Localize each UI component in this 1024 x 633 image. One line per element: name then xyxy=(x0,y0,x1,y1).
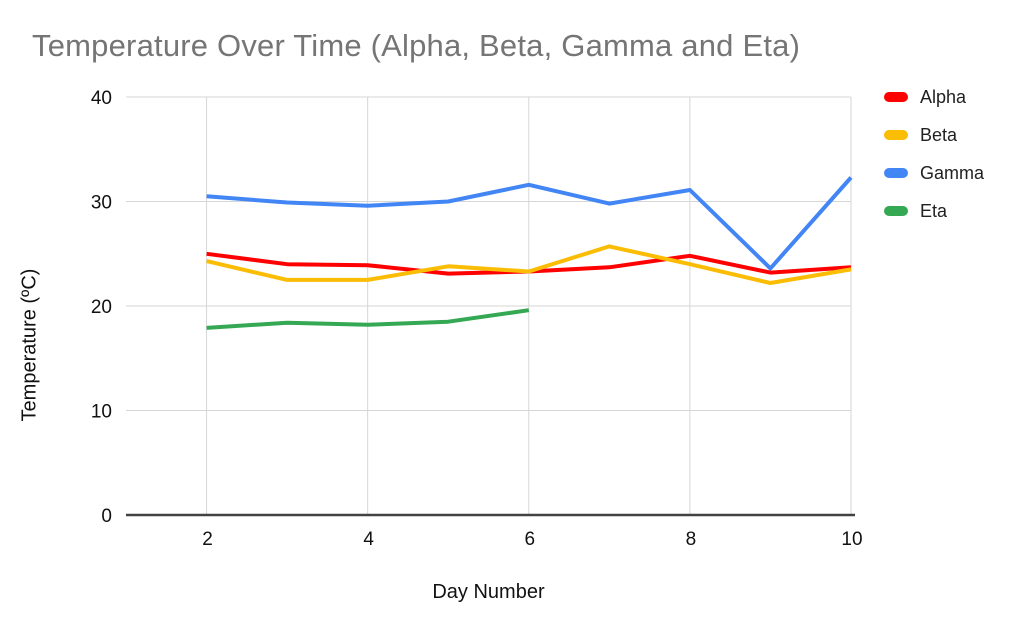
x-tick-label: 6 xyxy=(524,529,535,550)
legend-item-eta: Eta xyxy=(884,192,984,230)
legend-item-beta: Beta xyxy=(884,116,984,154)
legend-label: Beta xyxy=(920,124,958,145)
x-tick-label: 4 xyxy=(363,529,374,550)
chart-legend: Alpha Beta Gamma Eta xyxy=(884,78,984,230)
x-tick-label: 10 xyxy=(841,529,862,550)
y-tick-label: 20 xyxy=(91,297,112,318)
y-tick-label: 0 xyxy=(101,506,112,527)
y-tick-label: 40 xyxy=(91,88,112,109)
x-tick-label: 8 xyxy=(686,529,697,550)
legend-item-alpha: Alpha xyxy=(884,78,984,116)
legend-swatch-eta xyxy=(884,206,908,216)
series-line-beta xyxy=(206,244,852,285)
y-tick-label: 10 xyxy=(91,402,112,423)
series-line-gamma xyxy=(206,176,853,271)
legend-swatch-alpha xyxy=(884,92,908,102)
x-axis-title: Day Number xyxy=(432,581,545,603)
chart-title: Temperature Over Time (Alpha, Beta, Gamm… xyxy=(32,28,801,63)
legend-label: Gamma xyxy=(920,162,985,183)
legend-label: Alpha xyxy=(920,86,967,107)
legend-swatch-beta xyxy=(884,130,908,140)
y-tick-label: 30 xyxy=(91,193,112,214)
x-tick-label: 2 xyxy=(202,529,213,550)
legend-swatch-gamma xyxy=(884,168,908,178)
legend-item-gamma: Gamma xyxy=(884,154,984,192)
series-line-eta xyxy=(206,308,530,330)
y-axis-title: Temperature (ºC) xyxy=(18,268,41,422)
legend-label: Eta xyxy=(920,200,948,221)
